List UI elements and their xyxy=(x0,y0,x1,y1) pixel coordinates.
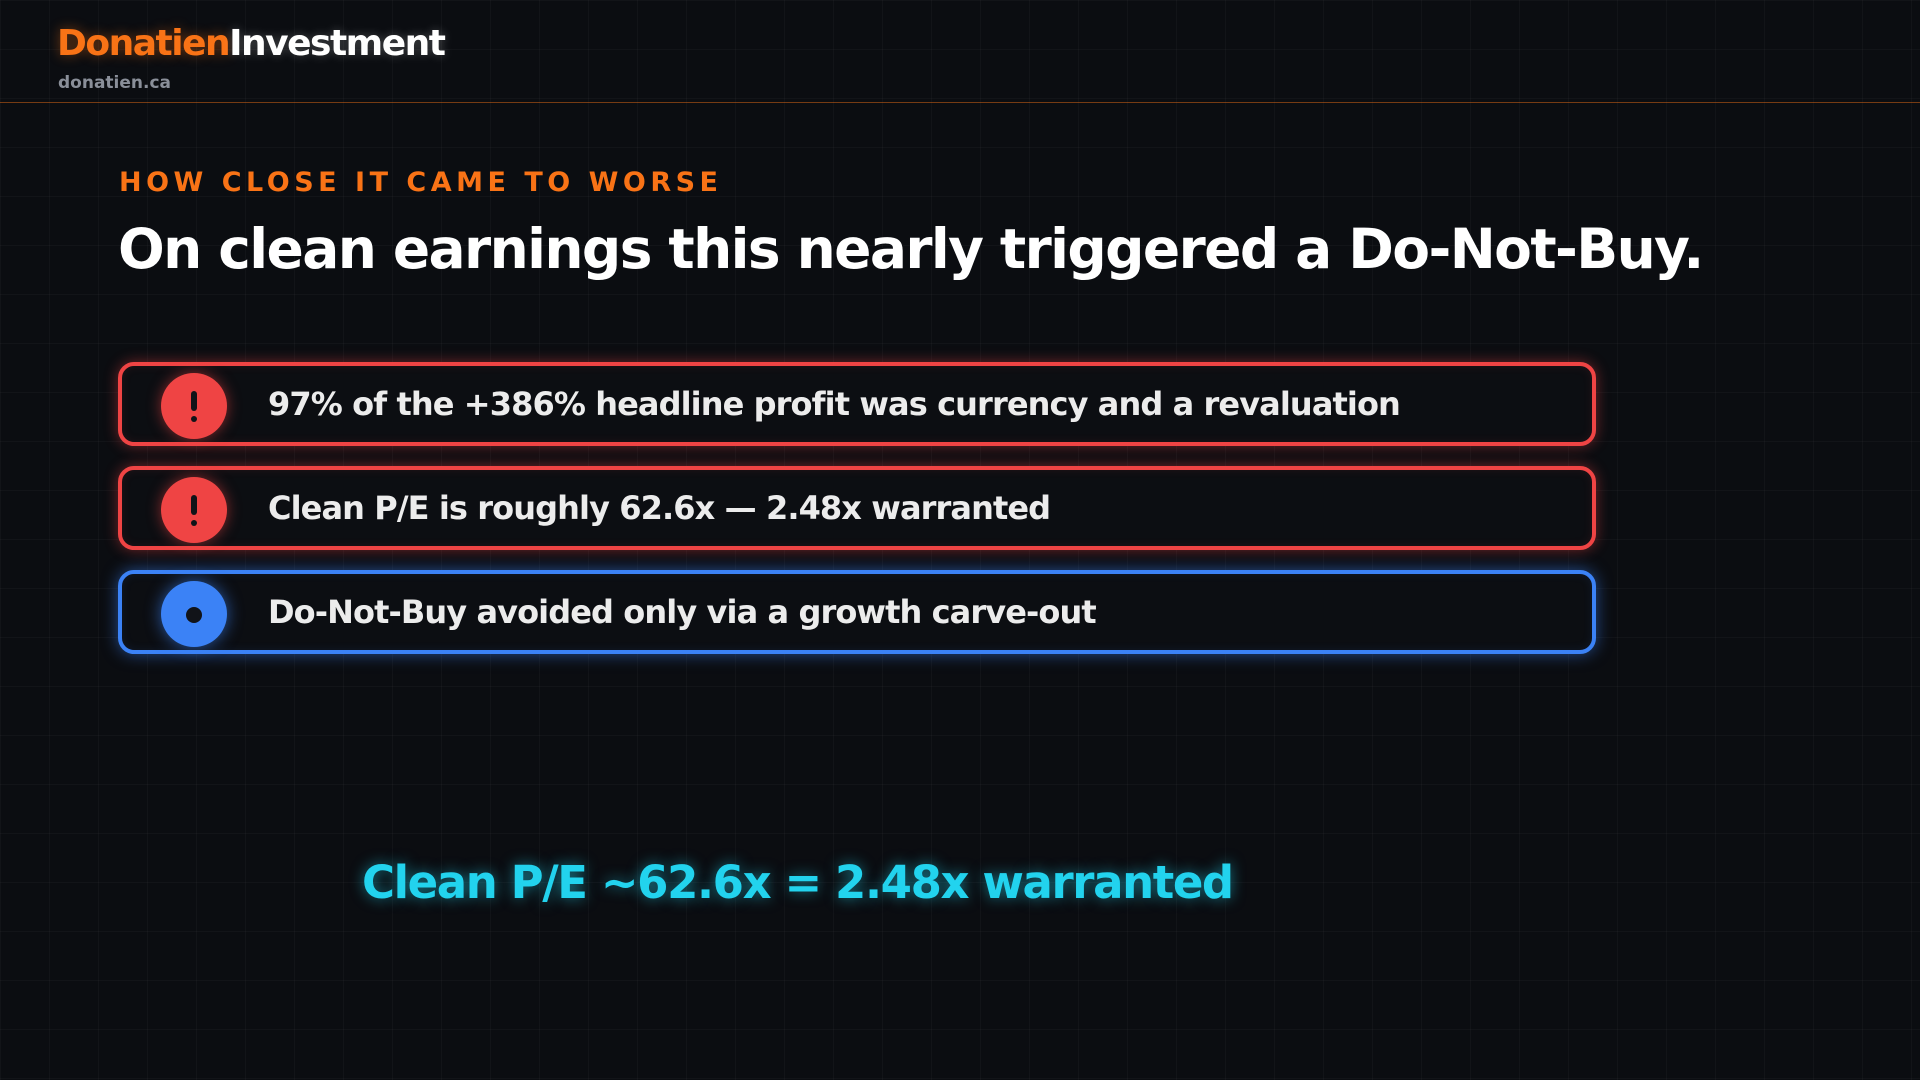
brand-logo: DonatienInvestment xyxy=(57,22,446,66)
exclamation-icon xyxy=(161,477,227,543)
point-text: Do-Not-Buy avoided only via a growth car… xyxy=(268,593,1097,631)
callout-formula: Clean P/E ~62.6x = 2.48x warranted xyxy=(362,856,1234,909)
header: DonatienInvestment donatien.ca xyxy=(0,0,1920,103)
point-text: 97% of the +386% headline profit was cur… xyxy=(268,385,1401,423)
dot-icon xyxy=(161,581,227,647)
point-item: Clean P/E is roughly 62.6x — 2.48x warra… xyxy=(118,466,1596,550)
brand-name-part2: Investment xyxy=(229,23,446,64)
point-item: Do-Not-Buy avoided only via a growth car… xyxy=(118,570,1596,654)
brand-domain: donatien.ca xyxy=(58,73,172,93)
exclamation-icon xyxy=(161,373,227,439)
point-text: Clean P/E is roughly 62.6x — 2.48x warra… xyxy=(268,489,1051,527)
page-title: On clean earnings this nearly triggered … xyxy=(118,217,1704,281)
point-item: 97% of the +386% headline profit was cur… xyxy=(118,362,1596,446)
eyebrow-label: HOW CLOSE IT CAME TO WORSE xyxy=(119,167,723,198)
brand-name-part1: Donatien xyxy=(57,23,231,64)
